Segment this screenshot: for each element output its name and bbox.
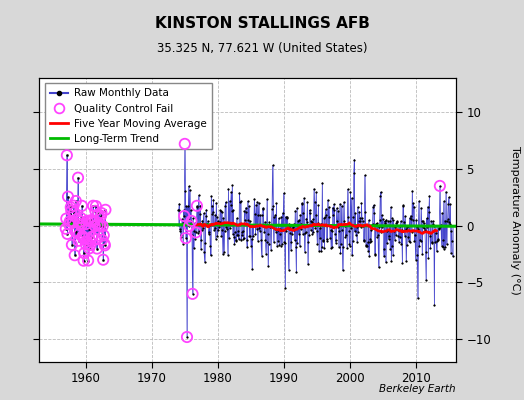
Text: KINSTON STALLINGS AFB: KINSTON STALLINGS AFB xyxy=(155,16,369,31)
Point xyxy=(82,241,90,248)
Point xyxy=(96,222,105,228)
Point xyxy=(77,222,85,229)
Point xyxy=(192,229,200,236)
Point xyxy=(66,218,74,225)
Point xyxy=(82,221,91,227)
Point xyxy=(94,211,102,218)
Point xyxy=(91,223,99,229)
Point xyxy=(98,236,106,243)
Point xyxy=(101,207,110,213)
Point xyxy=(71,228,80,234)
Point xyxy=(61,226,70,232)
Point xyxy=(80,250,89,256)
Point xyxy=(92,236,101,242)
Point xyxy=(89,218,97,224)
Point xyxy=(88,234,96,240)
Point xyxy=(67,208,75,214)
Point xyxy=(185,223,193,229)
Point xyxy=(70,209,78,216)
Point xyxy=(63,231,72,237)
Point xyxy=(96,223,104,229)
Point xyxy=(91,208,100,214)
Y-axis label: Temperature Anomaly (°C): Temperature Anomaly (°C) xyxy=(510,146,520,294)
Point xyxy=(85,245,93,252)
Point xyxy=(71,252,79,258)
Point xyxy=(62,216,71,222)
Point xyxy=(181,141,189,147)
Point xyxy=(63,152,71,158)
Point xyxy=(93,222,102,228)
Text: Berkeley Earth: Berkeley Earth xyxy=(379,384,456,394)
Point xyxy=(94,232,103,239)
Point xyxy=(78,203,86,209)
Point xyxy=(92,203,100,209)
Point xyxy=(101,242,109,248)
Point xyxy=(90,219,99,225)
Point xyxy=(99,223,107,229)
Point xyxy=(78,233,86,240)
Point xyxy=(69,219,77,226)
Point xyxy=(88,217,96,223)
Point xyxy=(68,218,77,225)
Point xyxy=(75,221,84,227)
Point xyxy=(86,218,95,225)
Point xyxy=(435,183,444,189)
Point xyxy=(99,256,107,263)
Text: 35.325 N, 77.621 W (United States): 35.325 N, 77.621 W (United States) xyxy=(157,42,367,55)
Point xyxy=(73,216,82,222)
Point xyxy=(81,235,89,242)
Point xyxy=(187,218,195,224)
Legend: Raw Monthly Data, Quality Control Fail, Five Year Moving Average, Long-Term Tren: Raw Monthly Data, Quality Control Fail, … xyxy=(45,83,212,149)
Point xyxy=(84,226,93,232)
Point xyxy=(84,257,92,264)
Point xyxy=(79,235,88,241)
Point xyxy=(183,334,191,340)
Point xyxy=(74,238,83,244)
Point xyxy=(80,258,88,264)
Point xyxy=(68,242,76,248)
Point xyxy=(65,221,73,228)
Point xyxy=(72,198,80,204)
Point xyxy=(67,204,75,210)
Point xyxy=(97,210,106,216)
Point xyxy=(89,202,97,209)
Point xyxy=(97,212,105,219)
Point xyxy=(93,245,101,252)
Point xyxy=(64,194,72,200)
Point xyxy=(83,238,91,244)
Point xyxy=(188,291,196,297)
Point xyxy=(86,242,94,248)
Point xyxy=(76,218,84,224)
Point xyxy=(100,232,108,238)
Point xyxy=(182,235,190,241)
Point xyxy=(72,229,81,235)
Point xyxy=(75,231,83,238)
Point xyxy=(180,213,189,219)
Point xyxy=(85,237,94,243)
Point xyxy=(100,240,108,247)
Point xyxy=(74,174,82,181)
Point xyxy=(69,202,78,209)
Point xyxy=(83,218,92,224)
Point xyxy=(193,203,201,209)
Point xyxy=(77,215,85,221)
